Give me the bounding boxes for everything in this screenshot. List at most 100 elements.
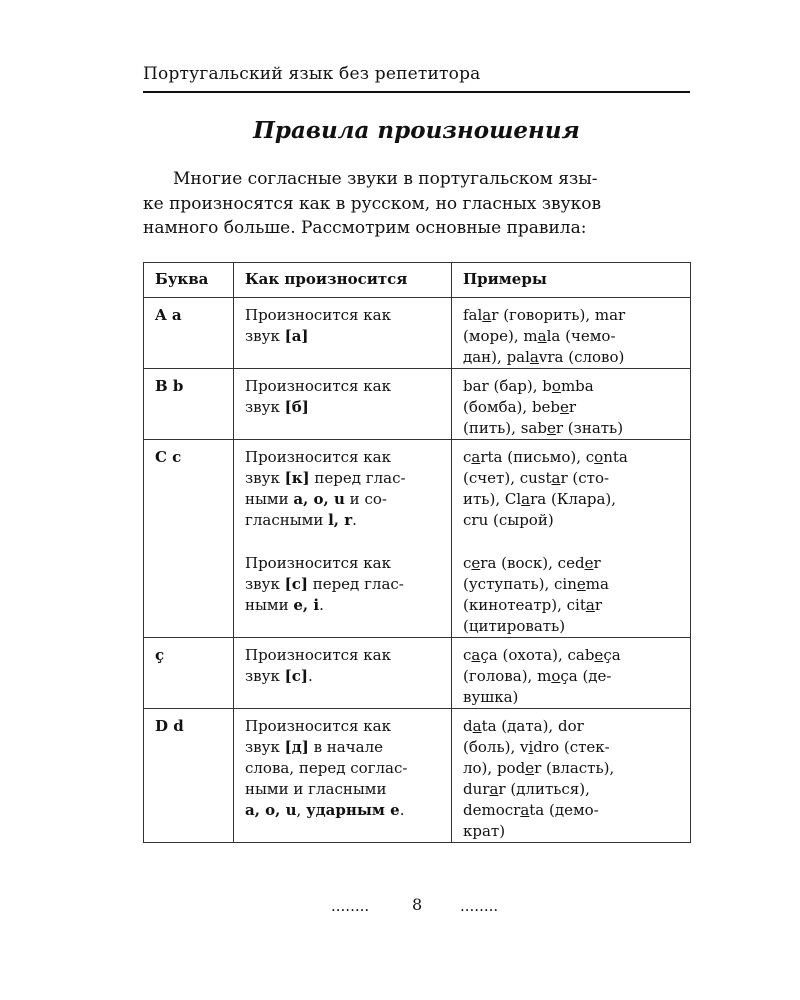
text: d — [463, 717, 473, 735]
stressed-letter: a — [537, 327, 547, 345]
text: (счет), cust — [463, 469, 552, 487]
text: fal — [463, 306, 483, 324]
stressed-letter: i — [528, 738, 534, 756]
text: звук — [245, 469, 285, 487]
text: Произносится как — [245, 646, 391, 664]
cell-line: ить), Clara (Клара), — [463, 489, 680, 510]
letter-cell: C c — [143, 439, 234, 638]
paragraph-gap — [463, 531, 680, 553]
stressed-letter: a — [482, 306, 492, 324]
cell-line: (уступать), cinema — [463, 574, 680, 595]
text: Произносится как — [245, 448, 391, 466]
stressed-letter: a — [520, 801, 530, 819]
intro-paragraph: Многие согласные звуки в португальском я… — [143, 167, 690, 241]
text: звук — [245, 398, 285, 416]
text: вушка) — [463, 688, 519, 706]
pronunciation-cell: Произносится как звук [а] — [233, 297, 452, 369]
cell-line: (боль), vidro (стек- — [463, 737, 680, 758]
text: . — [352, 511, 357, 529]
text: дан), pal — [463, 348, 530, 366]
text: r — [594, 596, 603, 614]
paragraph-gap — [245, 531, 441, 553]
cell-line: Произносится как — [245, 553, 441, 574]
letter-cell: B b — [143, 368, 234, 440]
text: ça (де- — [560, 667, 612, 685]
examples-cell: bar (бар), bomba (бомба), beber (пить), sa… — [451, 368, 691, 440]
stressed-letter: a — [521, 490, 531, 508]
bold-text: e, i — [293, 596, 320, 614]
pronunciation-cell: Произносится как звук [к] перед глас-ными… — [233, 439, 452, 638]
cell-line: durar (длиться), — [463, 779, 680, 800]
table-row: ç Произносится как звук [с]. caça (охота), … — [143, 637, 691, 709]
pronunciation-cell: Произносится как звук [б] — [233, 368, 452, 440]
footer-dots-left: ........ — [331, 897, 370, 915]
text: ma — [585, 575, 609, 593]
footer-dots-right: ........ — [460, 897, 499, 915]
page-title: Правила произношения — [253, 117, 580, 144]
text: ло), pod — [463, 759, 526, 777]
text: ça (охота), cab — [480, 646, 595, 664]
page-number: 8 — [412, 895, 423, 914]
text: nta — [603, 448, 628, 466]
cell-line: Произносится как — [245, 305, 441, 326]
text: звук — [245, 327, 285, 345]
stressed-letter: a — [471, 448, 481, 466]
stressed-letter: a — [551, 469, 561, 487]
text: r (власть), — [534, 759, 615, 777]
bold-text: [а] — [284, 327, 309, 345]
text: r (длиться), — [498, 780, 590, 798]
pronunciation-table: Буква Как произносится Примеры A a Произн… — [143, 262, 691, 843]
cell-line: cru (сырой) — [463, 510, 680, 531]
text: . — [319, 596, 324, 614]
cell-line: ными и гласными — [245, 779, 441, 800]
stressed-letter: e — [576, 575, 586, 593]
cell-line: democrata (демо- — [463, 800, 680, 821]
cell-line: гласными l, r. — [245, 510, 441, 531]
cell-line: Произносится как — [245, 716, 441, 737]
text: ta (дата), dor — [481, 717, 584, 735]
cell-line: (бомба), beber — [463, 397, 680, 418]
running-head: Португальский язык без репетитора — [143, 64, 481, 84]
text: ra (воск), ced — [480, 554, 585, 572]
cell-line: (счет), custar (сто- — [463, 468, 680, 489]
text: перед глас- — [307, 575, 404, 593]
text: cru (сырой) — [463, 511, 554, 529]
text: Произносится как — [245, 717, 391, 735]
cell-line: (кинотеатр), citar — [463, 595, 680, 616]
text: (море), m — [463, 327, 538, 345]
cell-line: data (дата), dor — [463, 716, 680, 737]
header-pronunciation: Как произносится — [233, 262, 452, 298]
cell-line: falar (говорить), mar — [463, 305, 680, 326]
cell-line: Произносится как — [245, 447, 441, 468]
text: c — [463, 554, 472, 572]
text: звук — [245, 575, 285, 593]
cell-line: Произносится как — [245, 376, 441, 397]
cell-line: ло), poder (власть), — [463, 758, 680, 779]
cell-line: a, o, u, ударным e. — [245, 800, 441, 821]
stressed-letter: e — [584, 554, 594, 572]
text: Произносится как — [245, 377, 391, 395]
text: Произносится как — [245, 306, 391, 324]
text: гласными — [245, 511, 329, 529]
text: r — [568, 398, 577, 416]
header-letter: Буква — [143, 262, 234, 298]
text: vra (слово) — [538, 348, 625, 366]
text: dur — [463, 780, 490, 798]
cell-line: звук [с] перед глас- — [245, 574, 441, 595]
cell-line: (море), mala (чемо- — [463, 326, 680, 347]
cell-line: bar (бар), bomba — [463, 376, 680, 397]
text: (цитировать) — [463, 617, 566, 635]
cell-line: (голова), moça (де- — [463, 666, 680, 687]
bold-text: ударным e — [306, 801, 400, 819]
text: (кинотеатр), cit — [463, 596, 586, 614]
cell-line: дан), palavra (слово) — [463, 347, 680, 368]
text: r (сто- — [560, 469, 610, 487]
text: dro (стек- — [533, 738, 610, 756]
text: c — [463, 448, 472, 466]
header-examples: Примеры — [451, 262, 691, 298]
stressed-letter: o — [551, 667, 561, 685]
stressed-letter: e — [525, 759, 535, 777]
stressed-letter: a — [472, 717, 482, 735]
stressed-letter: e — [594, 646, 604, 664]
table-row: D d Произносится как звук [д] в начале слов… — [143, 708, 691, 843]
